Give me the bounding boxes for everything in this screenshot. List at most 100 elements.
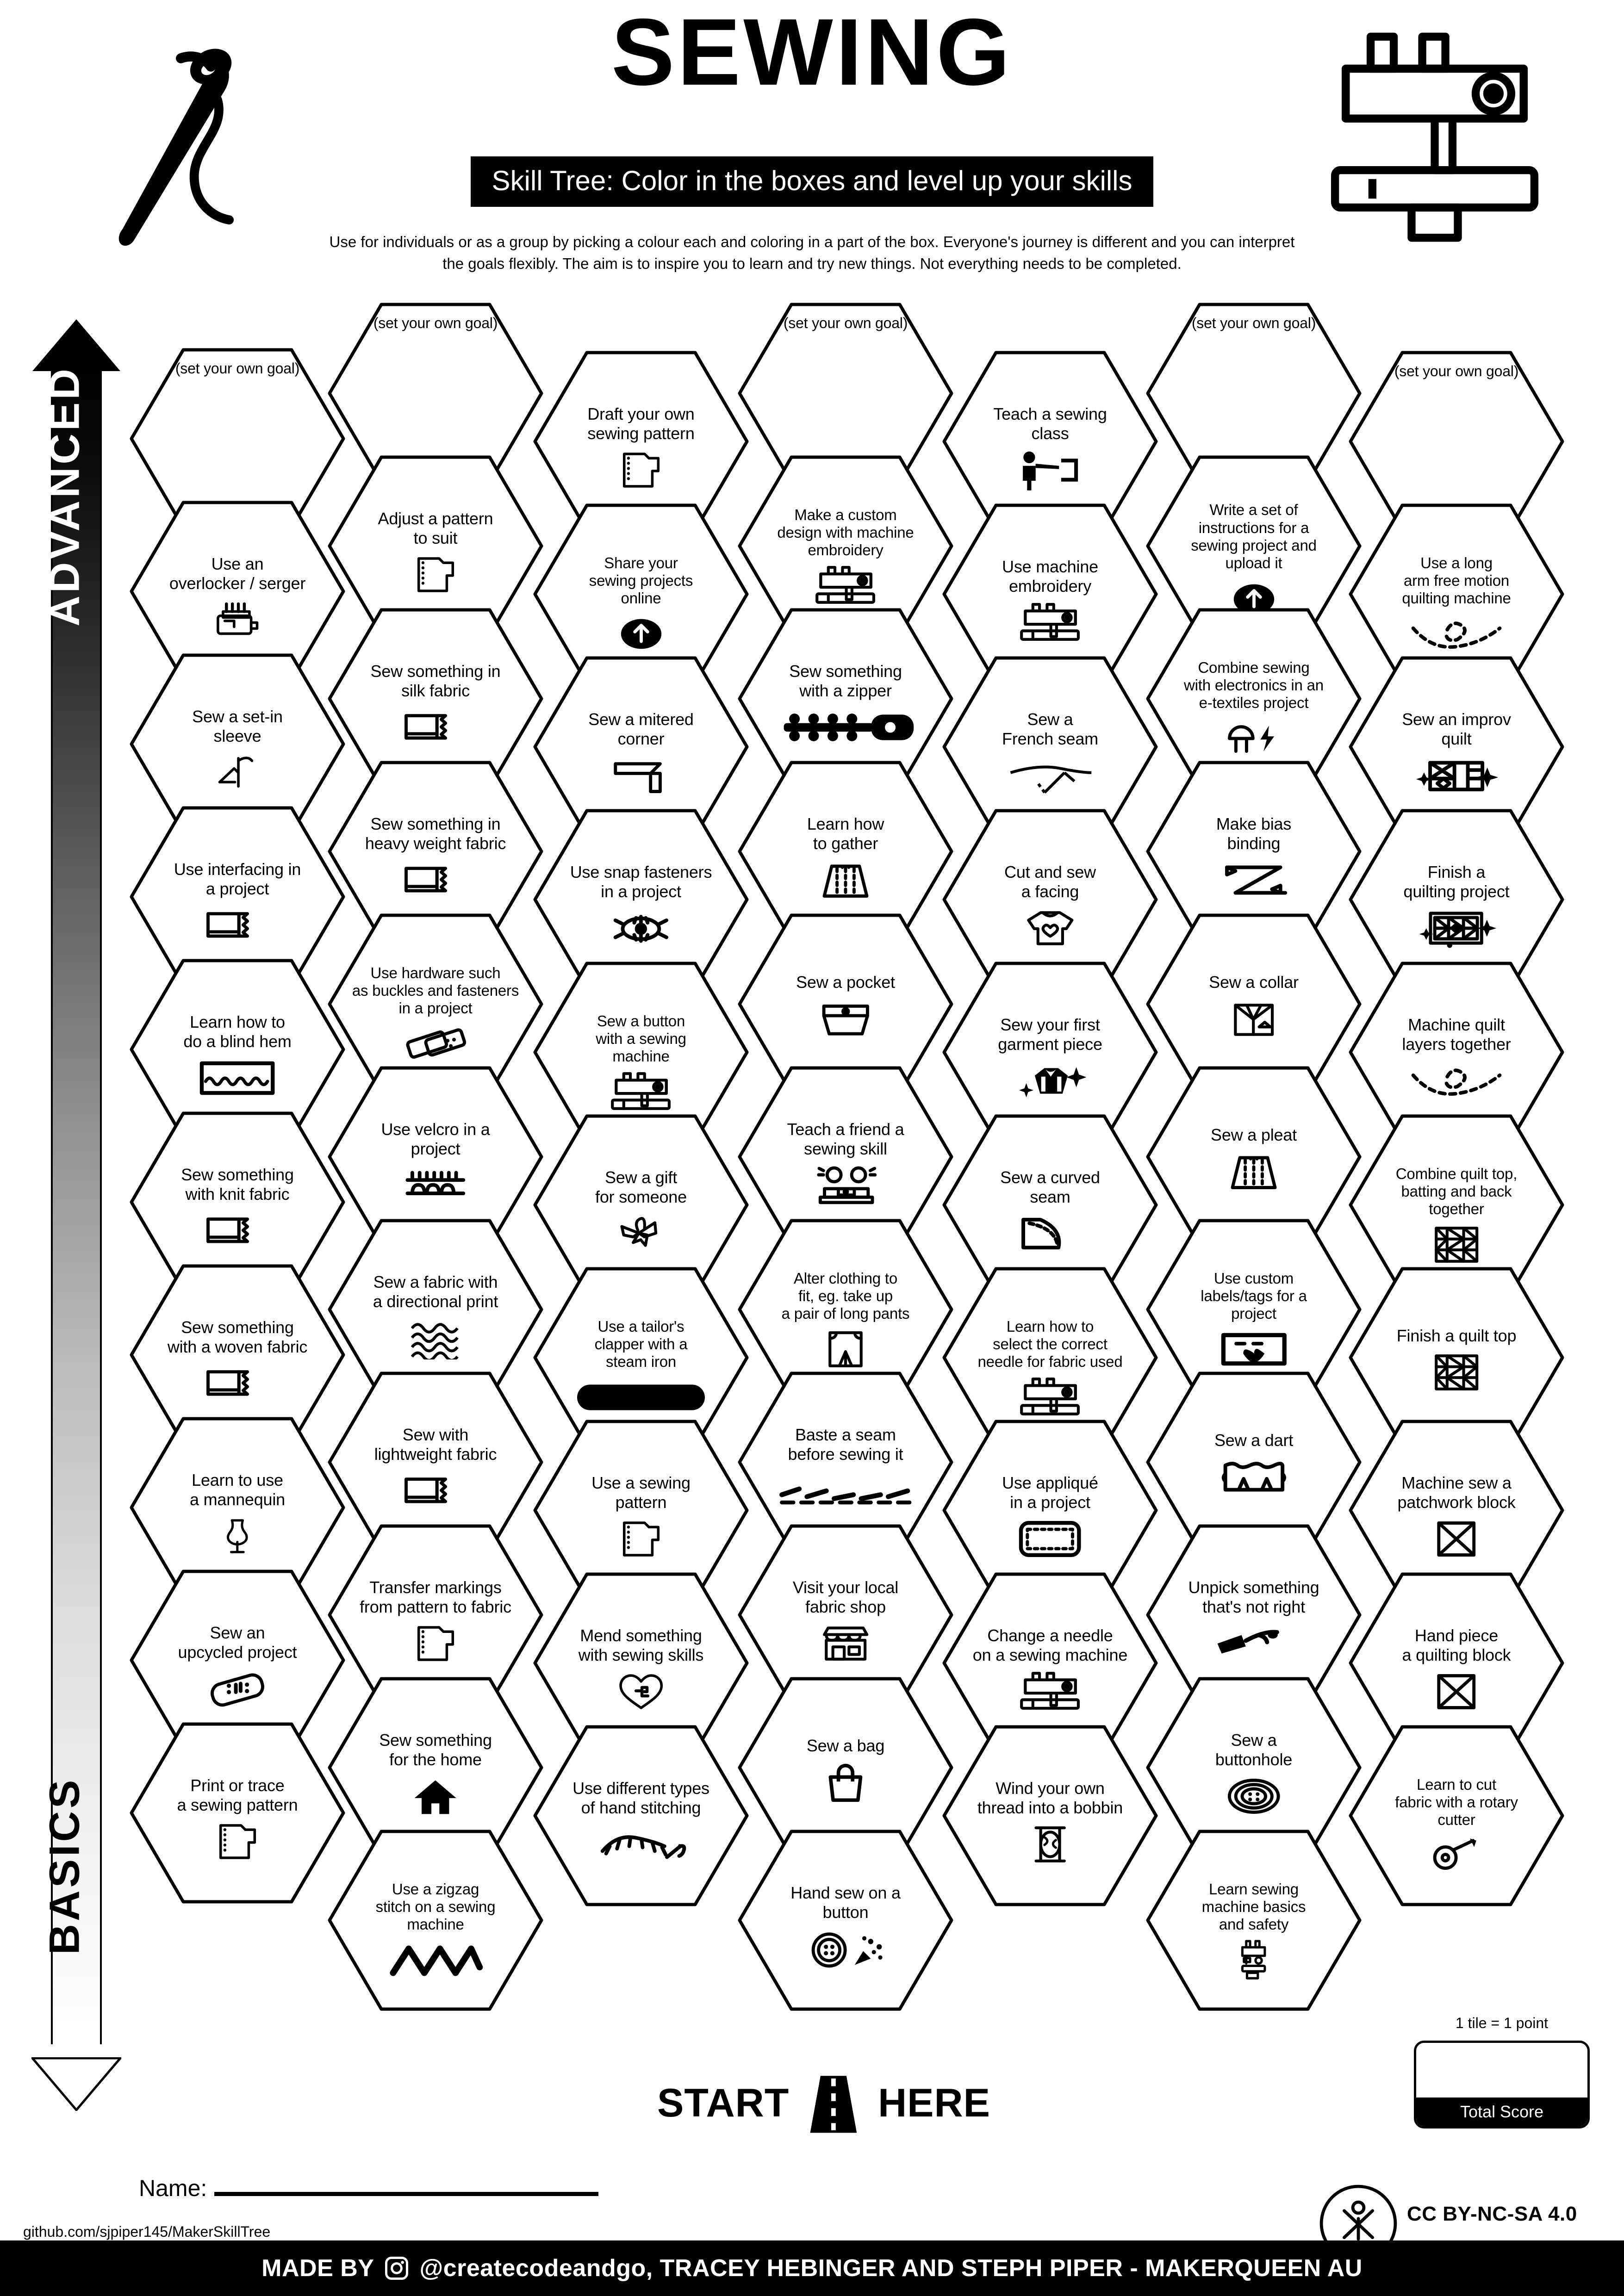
- skill-tile[interactable]: Sew something in silk fabric: [327, 606, 544, 791]
- repo-link[interactable]: github.com/sjpiper145/MakerSkillTree: [23, 2223, 271, 2240]
- skill-tile[interactable]: Sew something with a woven fabric: [129, 1262, 346, 1447]
- total-score-box[interactable]: 1 tile = 1 point Total Score: [1414, 2015, 1590, 2147]
- skill-tile[interactable]: Alter clothing to fit, eg. take up a pair …: [737, 1217, 954, 1402]
- sparkle-garment-icon: [1010, 1059, 1090, 1103]
- skill-tile[interactable]: Use different types of hand stitching: [532, 1723, 750, 1908]
- skill-tile[interactable]: Use a long arm free motion quilting machin…: [1348, 502, 1565, 687]
- skill-tile[interactable]: Sew something for the home: [327, 1675, 544, 1860]
- skill-tile[interactable]: Learn sewing machine basics and safety: [1145, 1828, 1363, 2013]
- name-write-line[interactable]: [214, 2192, 599, 2196]
- skill-tile-label: Learn to cut fabric with a rotary cutter: [1395, 1775, 1518, 1829]
- zigzag-icon: [386, 1938, 485, 1982]
- skill-tile[interactable]: Sew a bag: [737, 1675, 954, 1860]
- skill-tile[interactable]: Teach a friend a sewing skill: [737, 1064, 954, 1249]
- sewing-machine-icon: [812, 564, 878, 608]
- skill-tile[interactable]: Finish a quilting project: [1348, 807, 1565, 992]
- hexagon-outline: [328, 1830, 543, 2011]
- skill-tile[interactable]: Baste a seam before sewing it: [737, 1370, 954, 1555]
- skill-tile[interactable]: Write a set of instructions for a sewing p…: [1145, 453, 1363, 639]
- skill-tile[interactable]: Unpick something that's not right: [1145, 1522, 1363, 1707]
- fabric-bolt-icon: [203, 1209, 272, 1253]
- skill-tile-label: Use a tailor's clapper with a steam iron: [594, 1317, 688, 1371]
- quilt-block-icon: [1431, 1222, 1482, 1267]
- skill-tile[interactable]: Sew an improv quilt: [1348, 654, 1565, 839]
- skill-tile[interactable]: Change a needle on a sewing machine: [941, 1570, 1159, 1756]
- skill-tile[interactable]: Use a zigzag stitch on a sewing machine: [327, 1828, 544, 2013]
- footer-credits: @createcodeandgo, TRACEY HEBINGER AND ST…: [419, 2255, 1363, 2282]
- sewing-machine-icon: [1319, 28, 1550, 254]
- road-icon: [810, 2076, 857, 2133]
- skill-tile[interactable]: Finish a quilt top: [1348, 1265, 1565, 1450]
- skill-tile[interactable]: Sew a gift for someone: [532, 1112, 750, 1297]
- skill-tile-label: Print or trace a sewing pattern: [177, 1776, 298, 1814]
- led-bolt-icon: [1217, 716, 1291, 761]
- skill-tile[interactable]: Sew a button with a sewing machine: [532, 960, 750, 1145]
- skill-tile[interactable]: (set your own goal): [737, 301, 954, 486]
- skill-tile-label: Use machine embroidery: [1002, 557, 1098, 596]
- skill-tile[interactable]: Transfer markings from pattern to fabric: [327, 1522, 544, 1707]
- skill-tile[interactable]: Learn how to select the correct needle for…: [941, 1265, 1159, 1450]
- skill-tile[interactable]: (set your own goal): [327, 301, 544, 486]
- skill-tile[interactable]: Sew a set-in sleeve: [129, 652, 346, 837]
- dart-icon: [1214, 1455, 1294, 1499]
- skill-tile[interactable]: Sew an upcycled project: [129, 1568, 346, 1753]
- skill-tile[interactable]: Wind your own thread into a bobbin: [941, 1723, 1159, 1908]
- directional-print-icon: [407, 1316, 464, 1360]
- skill-tile[interactable]: Sew with lightweight fabric: [327, 1370, 544, 1555]
- skill-tile[interactable]: Sew a mitered corner: [532, 654, 750, 839]
- skill-tile[interactable]: Make a custom design with machine embroide…: [737, 453, 954, 639]
- skill-tile[interactable]: Sew a pocket: [737, 912, 954, 1097]
- skill-tile[interactable]: Sew a pleat: [1145, 1064, 1363, 1249]
- skill-tile-label: Learn to use a mannequin: [190, 1471, 285, 1509]
- curved-seam-icon: [1014, 1211, 1087, 1256]
- skill-tile[interactable]: Sew something with a zipper: [737, 606, 954, 791]
- score-entry-area[interactable]: Total Score: [1414, 2041, 1590, 2128]
- skill-tile[interactable]: Hand piece a quilting block: [1348, 1570, 1565, 1756]
- skill-tile[interactable]: Print or trace a sewing pattern: [129, 1720, 346, 1905]
- skill-tile-label: Sew a bag: [806, 1736, 885, 1756]
- pattern-piece-icon: [617, 1517, 664, 1561]
- skill-tile[interactable]: Sew a curved seam: [941, 1112, 1159, 1297]
- label-tag-icon: [1215, 1327, 1293, 1371]
- skill-tile-label: Sew a button with a sewing machine: [596, 1012, 686, 1065]
- skill-tile[interactable]: Machine quilt layers together: [1348, 960, 1565, 1145]
- skill-tile-label: Sew a collar: [1209, 973, 1299, 992]
- skill-tile[interactable]: Sew a collar: [1145, 912, 1363, 1097]
- skill-tile[interactable]: Sew a buttonhole: [1145, 1675, 1363, 1860]
- skill-tile[interactable]: Use hardware such as buckles and fastener…: [327, 912, 544, 1097]
- patchwork-block-icon: [1432, 1669, 1481, 1714]
- skill-tile-label: Sew a buttonhole: [1215, 1731, 1293, 1769]
- skill-tile[interactable]: Learn how to do a blind hem: [129, 957, 346, 1142]
- skill-tile[interactable]: Sew a fabric with a directional print: [327, 1217, 544, 1402]
- skill-tile[interactable]: Use custom labels/tags for a project: [1145, 1217, 1363, 1402]
- skill-tile[interactable]: Share your sewing projects online: [532, 502, 750, 687]
- skill-tile[interactable]: Use an overlocker / serger: [129, 499, 346, 684]
- skill-tile[interactable]: Combine sewing with electronics in an e-te…: [1145, 606, 1363, 791]
- skill-tile[interactable]: Hand sew on a button: [737, 1828, 954, 2013]
- snap-fastener-icon: [604, 906, 678, 950]
- pocket-icon: [816, 997, 875, 1041]
- page-footer: MADE BY @createcodeandgo, TRACEY HEBINGE…: [0, 2240, 1624, 2296]
- seam-ripper-icon: [1207, 1621, 1300, 1666]
- license-text: CC BY-NC-SA 4.0: [1407, 2203, 1577, 2225]
- skill-tile[interactable]: Machine sew a patchwork block: [1348, 1418, 1565, 1603]
- skill-tile[interactable]: Draft your own sewing pattern: [532, 349, 750, 534]
- skill-tile[interactable]: Adjust a pattern to suit: [327, 453, 544, 639]
- basting-stitch-icon: [768, 1469, 923, 1513]
- skill-tile[interactable]: Combine quilt top, batting and back togeth…: [1348, 1112, 1565, 1297]
- skill-tile[interactable]: Mend something with sewing skills: [532, 1570, 750, 1756]
- fabric-bolt-icon: [401, 705, 470, 750]
- skill-tile-label: Sew a pocket: [796, 973, 895, 992]
- skill-tile-label: Sew an improv quilt: [1402, 710, 1511, 748]
- buckle-icon: [401, 1022, 470, 1066]
- skill-tile[interactable]: Learn to use a mannequin: [129, 1415, 346, 1600]
- skill-tile[interactable]: Sew a French seam: [941, 654, 1159, 839]
- name-field[interactable]: Name:: [139, 2175, 599, 2202]
- skill-tile[interactable]: Use appliqué in a project: [941, 1418, 1159, 1603]
- hexagon-outline: [1349, 1725, 1564, 1906]
- skill-tile[interactable]: Use interfacing in a project: [129, 804, 346, 989]
- skill-tile-label: Alter clothing to fit, eg. take up a pair …: [781, 1269, 910, 1322]
- skill-tile-label: Sew something in heavy weight fabric: [365, 814, 506, 853]
- skill-tile[interactable]: Learn to cut fabric with a rotary cutter: [1348, 1723, 1565, 1908]
- skill-tile-label: Finish a quilting project: [1403, 863, 1510, 901]
